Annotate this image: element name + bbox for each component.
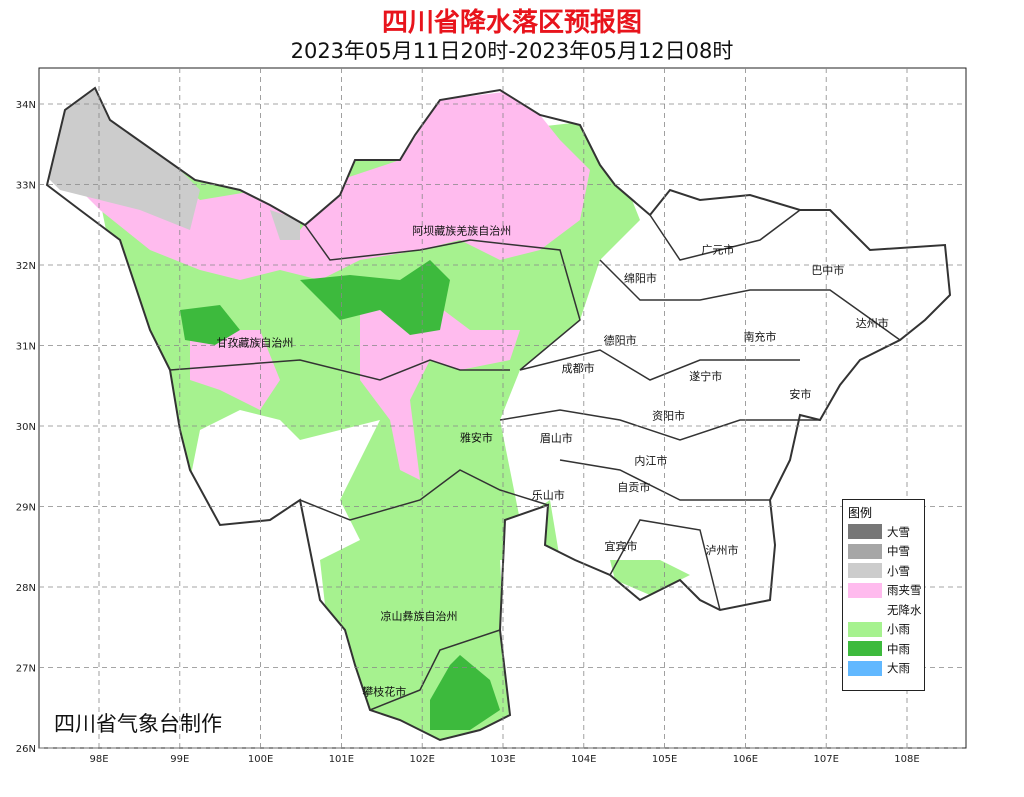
region-label: 绵阳市 — [624, 271, 657, 285]
moderate-rain-area-west — [180, 305, 240, 345]
region-label: 广元市 — [701, 243, 734, 257]
legend-item: 雨夹雪 — [848, 581, 924, 601]
legend-swatch — [848, 621, 882, 637]
region-label: 雅安市 — [460, 430, 493, 444]
region-label: 巴中市 — [811, 263, 844, 277]
region-label: 南充市 — [743, 330, 776, 344]
legend-item: 大雨 — [848, 659, 924, 679]
region-label: 眉山市 — [540, 431, 573, 445]
region-boundaries — [46, 87, 951, 741]
legend-swatch — [848, 602, 882, 618]
moderate-rain-area-south — [430, 655, 500, 730]
moderate-rain-area — [300, 260, 450, 335]
lat-tick-label: 32N — [16, 261, 36, 272]
lon-tick-label: 101E — [329, 754, 354, 765]
legend-swatch — [848, 524, 882, 540]
legend-label: 小雪 — [887, 563, 910, 578]
region-label: 达州市 — [856, 316, 889, 330]
legend: 图例 大雪中雪小雪雨夹雪无降水小雨中雨大雨 — [842, 499, 925, 691]
forecast-period: 2023年05月11日20时-2023年05月12日08时 — [290, 39, 734, 63]
legend-item: 中雪 — [848, 542, 924, 562]
legend-title: 图例 — [848, 506, 873, 520]
region-label: 资阳市 — [652, 409, 685, 423]
legend-swatch — [848, 660, 882, 676]
lat-tick-label: 26N — [16, 744, 36, 755]
legend-label: 雨夹雪 — [887, 583, 922, 598]
lon-tick-label: 107E — [813, 754, 838, 765]
lat-tick-label: 34N — [16, 100, 36, 111]
legend-swatch — [848, 563, 882, 579]
legend-item: 中雨 — [848, 639, 924, 659]
issuer-credit: 四川省气象台制作 — [54, 712, 222, 736]
lon-tick-label: 103E — [490, 754, 515, 765]
region-label: 宜宾市 — [604, 539, 637, 553]
region-label: 泸州市 — [705, 543, 738, 557]
legend-label: 大雨 — [887, 661, 910, 676]
legend-label: 中雨 — [887, 641, 910, 656]
region-label: 遂宁市 — [689, 369, 722, 383]
legend-swatch — [848, 543, 882, 559]
lat-tick-label: 29N — [16, 503, 36, 514]
light-rain-area — [47, 120, 640, 740]
graticule: 98E 99E 100E 101E 102E 103E 104E 105E 106E 107E 10… — [16, 68, 966, 765]
lat-tick-label: 30N — [16, 422, 36, 433]
light-snow-area — [47, 88, 200, 230]
lat-tick-label: 27N — [16, 664, 36, 675]
region-label: 乐山市 — [532, 488, 565, 502]
lon-tick-label: 108E — [894, 754, 919, 765]
sleet-area-central — [360, 280, 520, 480]
lon-tick-label: 98E — [89, 754, 108, 765]
lat-tick-label: 31N — [16, 342, 36, 353]
legend-label: 中雪 — [887, 544, 910, 559]
region-label: 成都市 — [562, 361, 595, 375]
lon-tick-label: 99E — [170, 754, 189, 765]
sleet-area — [47, 90, 590, 280]
region-label: 阿坝藏族羌族自治州 — [412, 223, 511, 237]
lon-tick-label: 100E — [248, 754, 273, 765]
region-label: 安市 — [789, 387, 811, 401]
legend-item: 大雪 — [848, 522, 924, 542]
lat-tick-label: 33N — [16, 181, 36, 192]
legend-item: 小雪 — [848, 561, 924, 581]
legend-swatch — [848, 582, 882, 598]
lon-tick-label: 104E — [571, 754, 596, 765]
legend-item: 无降水 — [848, 600, 924, 620]
legend-label: 无降水 — [887, 602, 922, 617]
legend-label: 小雨 — [887, 622, 910, 637]
region-label: 甘孜藏族自治州 — [216, 335, 293, 349]
lon-tick-label: 102E — [409, 754, 434, 765]
map-title: 四川省降水落区预报图 — [381, 8, 642, 38]
region-label: 德阳市 — [604, 333, 637, 347]
legend-item: 小雨 — [848, 620, 924, 640]
region-label: 自贡市 — [617, 480, 650, 494]
lat-tick-label: 28N — [16, 583, 36, 594]
sleet-area-west — [190, 330, 280, 410]
light-rain-area-south — [610, 560, 690, 595]
lon-tick-label: 106E — [733, 754, 758, 765]
region-label: 凉山彝族自治州 — [380, 609, 457, 623]
region-label: 攀枝花市 — [362, 685, 406, 699]
region-label: 内江市 — [634, 454, 667, 468]
legend-swatch — [848, 641, 882, 657]
legend-label: 大雪 — [887, 524, 910, 539]
lon-tick-label: 105E — [652, 754, 677, 765]
